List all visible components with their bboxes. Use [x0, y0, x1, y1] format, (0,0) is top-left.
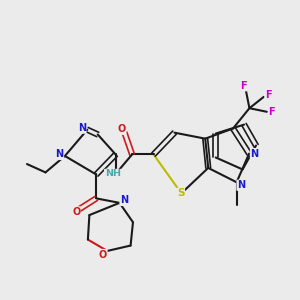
Text: S: S	[177, 188, 184, 198]
Text: F: F	[268, 107, 275, 117]
Text: O: O	[99, 250, 107, 260]
Text: N: N	[120, 196, 128, 206]
Text: N: N	[237, 180, 245, 190]
Text: N: N	[250, 148, 259, 159]
Text: F: F	[265, 90, 272, 100]
Text: N: N	[78, 123, 86, 133]
Text: NH: NH	[105, 169, 121, 178]
Text: N: N	[56, 149, 64, 160]
Text: O: O	[72, 207, 80, 217]
Text: F: F	[240, 81, 247, 91]
Text: O: O	[118, 124, 126, 134]
